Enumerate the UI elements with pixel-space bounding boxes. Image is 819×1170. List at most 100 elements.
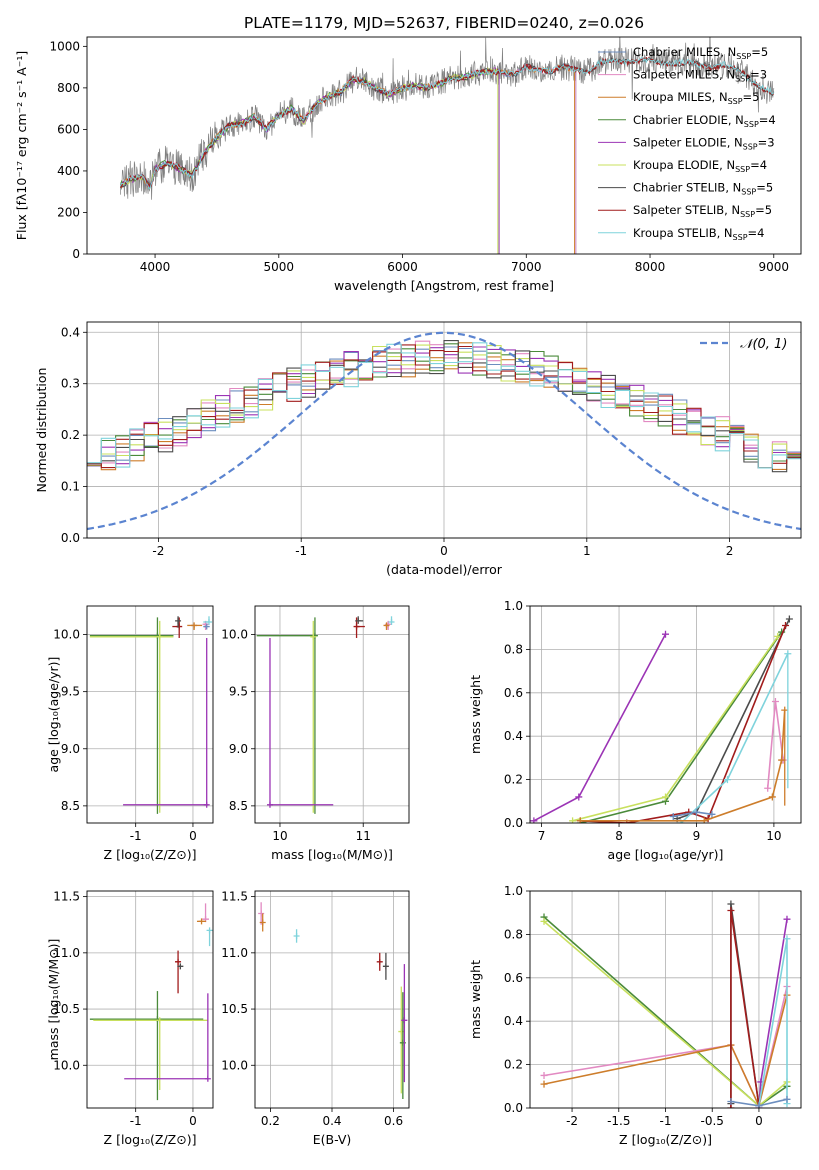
weight-marker <box>540 1071 548 1079</box>
legend-subscript: SSP <box>736 52 751 61</box>
legend-n: , N <box>724 203 740 217</box>
x-tick-label: 8000 <box>635 260 666 274</box>
legend-subscript: SSP <box>728 97 743 106</box>
x-tick-label: 10 <box>272 829 287 843</box>
weight-line <box>580 631 783 823</box>
residual-histogram-line <box>87 342 801 469</box>
data-point <box>203 801 210 808</box>
data-point <box>206 927 213 934</box>
data-point <box>176 623 183 630</box>
legend-n: , N <box>720 45 736 59</box>
y-tick-label: 9.5 <box>61 685 80 699</box>
legend-subscript: SSP <box>735 165 750 174</box>
y-tick-label: 0.8 <box>504 642 523 656</box>
weight-marker <box>783 935 791 943</box>
observed-spectrum-line <box>120 37 775 200</box>
y-axis-label: mass [log₁₀(M/M⊙)] <box>46 939 61 1061</box>
plot-area <box>87 331 801 531</box>
x-tick-label: 4000 <box>140 260 171 274</box>
plot-area <box>258 902 408 1100</box>
weight-marker <box>540 917 548 925</box>
x-tick-label: -1 <box>130 1114 142 1128</box>
weight-marker <box>782 622 790 630</box>
mass-vs-ebv-plot: 0.2 0.4 0.6 10.0 10.5 11.0 11.5 E(B-V) <box>221 890 410 1147</box>
weight-marker <box>576 817 584 823</box>
legend-entry: Salpeter MILES, NSSP=3 <box>633 68 767 84</box>
legend-entry: Salpeter STELIB, NSSP=5 <box>633 203 772 219</box>
axes: 10 11 8.5 9.0 9.5 10.0 mass [log₁₀(M/M⊙)] <box>221 605 410 862</box>
figure-title: PLATE=1179, MJD=52637, FIBERID=0240, z=0… <box>244 14 644 32</box>
weight-line <box>730 910 760 1108</box>
data-point <box>376 958 383 965</box>
data-point <box>382 963 389 970</box>
y-axis-label: mass weight <box>468 960 483 1039</box>
plot-area <box>540 900 791 1108</box>
legend-entry: Kroupa ELODIE, NSSP=4 <box>633 158 767 174</box>
legend-entry: Chabrier ELODIE, NSSP=4 <box>633 113 776 129</box>
data-point <box>310 633 317 640</box>
y-tick-label: 1.0 <box>504 884 523 898</box>
y-tick-label: 9.5 <box>229 685 248 699</box>
weight-marker <box>669 812 677 820</box>
weight-line <box>533 633 667 822</box>
data-point <box>203 623 210 630</box>
x-tick-label: 7 <box>538 829 546 843</box>
y-tick-label: 0.2 <box>504 1058 523 1072</box>
weight-marker <box>723 776 731 784</box>
y-tick-label: 0.8 <box>504 927 523 941</box>
legend-n-value: =4 <box>759 113 776 127</box>
x-tick-label: 9 <box>693 829 701 843</box>
axes-frame <box>529 605 802 824</box>
x-tick-label: -1.5 <box>607 1114 630 1128</box>
x-tick-label: 0 <box>755 1114 763 1128</box>
weight-line <box>766 701 784 789</box>
legend-name: Salpeter ELODIE <box>633 135 727 149</box>
weight-marker <box>774 632 782 640</box>
data-point <box>401 1017 408 1024</box>
y-tick-label: 11.5 <box>221 890 248 904</box>
weight-marker <box>727 907 735 915</box>
legend-n: , N <box>725 181 741 195</box>
y-tick-label: 10.0 <box>53 1058 80 1072</box>
data-point <box>383 622 390 629</box>
y-tick-label: 0.0 <box>504 816 523 830</box>
legend-name: Salpeter MILES <box>633 68 719 82</box>
y-tick-label: 11.0 <box>53 946 80 960</box>
x-axis-label: age [log₁₀(age/yr)] <box>608 847 724 862</box>
y-tick-label: 400 <box>57 164 80 178</box>
x-tick-label: 0.6 <box>384 1114 403 1128</box>
x-tick-label: -2 <box>152 544 164 558</box>
plot-area <box>89 616 212 814</box>
y-tick-label: 600 <box>57 122 80 136</box>
legend-name: Chabrier ELODIE <box>633 113 728 127</box>
weight-marker <box>727 900 735 908</box>
weight-marker <box>708 810 716 818</box>
x-tick-label: -0.5 <box>701 1114 724 1128</box>
plot-area <box>119 37 775 254</box>
data-point <box>266 801 273 808</box>
data-point <box>355 617 362 624</box>
axes: 4000 5000 6000 7000 8000 9000 0 200 400 600 800 100… <box>14 36 802 293</box>
y-tick-label: 0.3 <box>61 377 80 391</box>
x-tick-label: 5000 <box>264 260 295 274</box>
legend-n-value: =5 <box>751 45 768 59</box>
data-point <box>293 932 300 939</box>
x-tick-label: 9000 <box>759 260 790 274</box>
data-point <box>388 618 395 625</box>
legend-n-value: =5 <box>743 90 760 104</box>
y-tick-label: 10.0 <box>221 628 248 642</box>
weight-marker <box>692 808 700 816</box>
residual-histogram-line <box>87 344 801 469</box>
axes-frame <box>86 890 214 1109</box>
model-spectrum-line <box>120 64 575 254</box>
y-tick-label: 9.0 <box>61 742 80 756</box>
x-tick-label: 2 <box>726 544 734 558</box>
legend-entry: Kroupa MILES, NSSP=5 <box>633 90 760 106</box>
x-tick-label: 0.4 <box>322 1114 341 1128</box>
x-axis-label: (data-model)/error <box>386 562 503 577</box>
weight-marker <box>764 784 772 792</box>
x-axis-label: Z [log₁₀(Z/Z⊙)] <box>104 847 197 862</box>
y-tick-label: 0.6 <box>504 686 523 700</box>
